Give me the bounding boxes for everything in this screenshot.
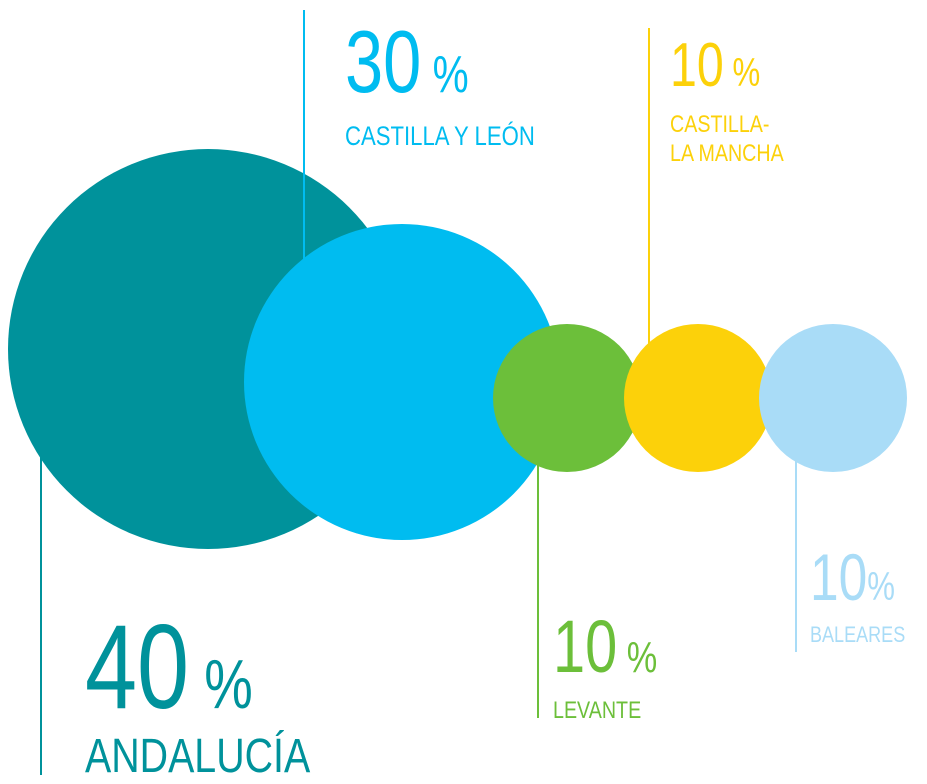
value-label-group: 30 % <box>345 13 469 111</box>
value-label-group: 10 % <box>670 30 760 99</box>
bubble <box>244 224 560 540</box>
category-label: CASTILLA-LA MANCHA <box>670 110 784 166</box>
bubble <box>624 324 772 472</box>
category-label: ANDALUCÍA <box>85 729 311 783</box>
category-label-group: LEVANTE <box>553 696 641 723</box>
value-label-group: 40 % <box>85 600 253 734</box>
value-label-group: 10 % <box>553 606 657 689</box>
value-label: 10 % <box>553 606 657 689</box>
value-label-group: 10% <box>810 540 895 615</box>
bubble <box>493 324 641 472</box>
category-label-group: ANDALUCÍA <box>85 729 311 783</box>
value-label: 30 % <box>345 13 469 111</box>
category-label-group: CASTILLA-LA MANCHA <box>670 110 784 166</box>
category-label: BALEARES <box>810 623 905 647</box>
value-label: 40 % <box>85 600 253 734</box>
category-label-group: CASTILLA Y LEÓN <box>345 122 535 152</box>
value-label: 10% <box>810 540 895 615</box>
bubble <box>759 324 907 472</box>
value-label: 10 % <box>670 30 760 99</box>
category-label: LEVANTE <box>553 696 641 723</box>
category-label: CASTILLA Y LEÓN <box>345 122 535 152</box>
category-label-group: BALEARES <box>810 623 905 647</box>
